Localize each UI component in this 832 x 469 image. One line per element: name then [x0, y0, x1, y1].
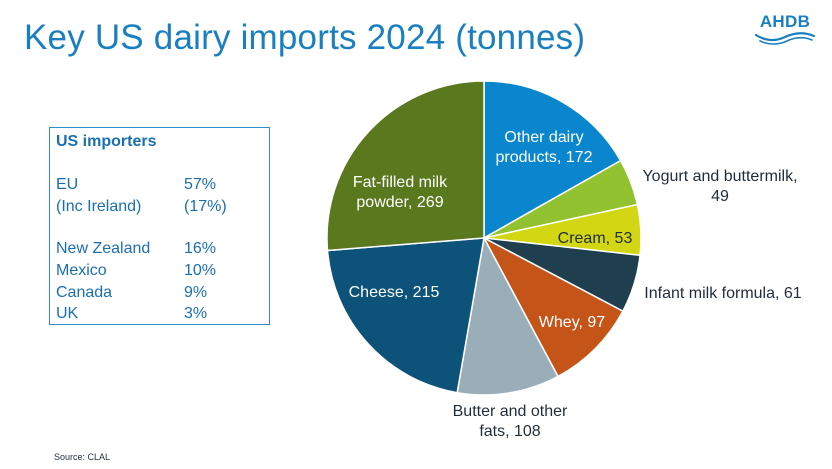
importer-country: Canada: [56, 284, 113, 301]
importer-share: 3%: [184, 305, 208, 322]
importer-country: Mexico: [56, 262, 107, 279]
importer-country: New Zealand: [56, 240, 151, 257]
pie-label-infant-milk-formula: Infant milk formula, 61: [644, 285, 802, 302]
importer-share: 16%: [184, 240, 217, 257]
importer-country: (Inc Ireland): [56, 198, 142, 215]
importer-row-uk: UK 3%: [56, 305, 207, 323]
importer-row-new-zealand: New Zealand 16%: [56, 240, 216, 258]
importer-row-ireland: (Inc Ireland) (17%): [56, 198, 227, 216]
pie-label-cream: Cream, 53: [558, 230, 633, 247]
importer-row-eu: EU 57%: [56, 176, 216, 194]
importer-share: 9%: [184, 284, 208, 301]
pie-label-other-dairy-products: Other dairy products, 172: [496, 129, 593, 166]
importer-row-canada: Canada 9%: [56, 284, 207, 302]
importer-share: 57%: [184, 176, 217, 193]
importer-share: 10%: [184, 262, 217, 279]
pie-label-whey: Whey, 97: [539, 314, 606, 331]
pie-label-butter-and-other-fats: Butter and other fats, 108: [453, 403, 568, 440]
logo-wave-icon: [754, 32, 816, 45]
page-title: Key US dairy imports 2024 (tonnes): [24, 18, 586, 57]
pie-slice-fat-filled-milk-powder: [326, 80, 485, 252]
importer-share: (17%): [184, 198, 227, 215]
pie-slice-cheese: [326, 237, 485, 394]
source-note: Source: CLAL: [54, 452, 111, 462]
pie-label-yogurt-and-buttermilk: Yogurt and buttermilk, 49: [642, 168, 797, 205]
importer-row-mexico: Mexico 10%: [56, 262, 216, 280]
ahdb-logo: AHDB: [752, 12, 818, 45]
logo-text: AHDB: [759, 12, 811, 31]
pie-label-fat-filled-milk-powder: Fat-filled milk powder, 269: [353, 174, 448, 211]
pie-slice-butter-and-other-fats: [456, 235, 560, 396]
pie-slice-other-dairy-products: [483, 80, 622, 240]
pie-slice-whey: [482, 236, 624, 378]
importers-heading: US importers: [56, 133, 157, 150]
pie-label-cheese: Cheese, 215: [349, 284, 440, 301]
importer-country: EU: [56, 176, 79, 193]
us-importers-box: US importers EU 57% (Inc Ireland) (17%) Ne…: [49, 127, 270, 325]
importer-country: UK: [56, 305, 79, 322]
